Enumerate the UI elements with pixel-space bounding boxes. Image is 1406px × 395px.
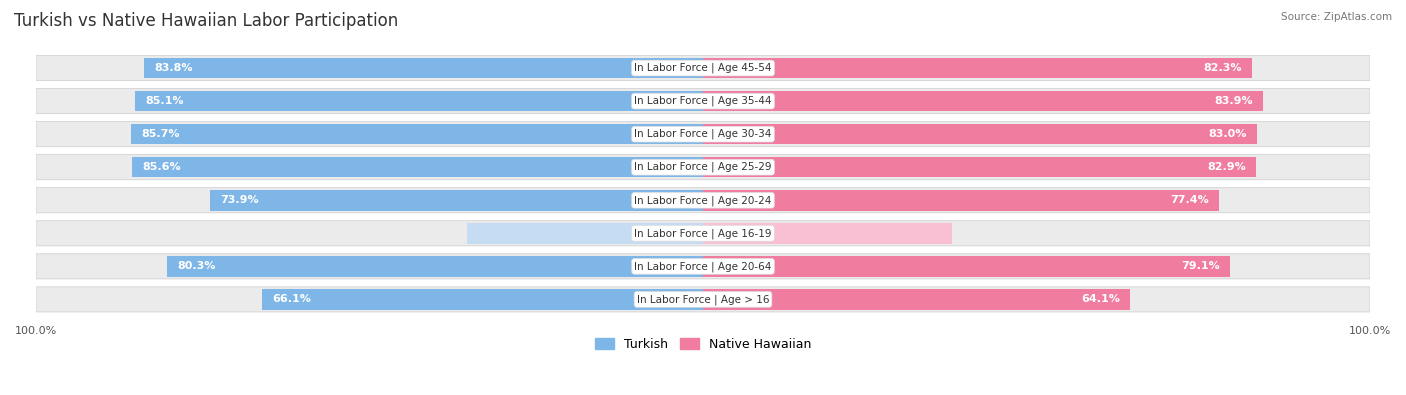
FancyBboxPatch shape [37, 254, 1369, 279]
Text: 83.8%: 83.8% [155, 63, 193, 73]
Text: In Labor Force | Age 20-24: In Labor Force | Age 20-24 [634, 195, 772, 205]
FancyBboxPatch shape [37, 88, 1369, 114]
Text: Turkish vs Native Hawaiian Labor Participation: Turkish vs Native Hawaiian Labor Partici… [14, 12, 398, 30]
Bar [209, 190, 703, 211]
Text: 73.9%: 73.9% [221, 195, 259, 205]
FancyBboxPatch shape [37, 287, 1369, 312]
Text: 85.6%: 85.6% [142, 162, 181, 172]
Text: 82.9%: 82.9% [1208, 162, 1246, 172]
Text: In Labor Force | Age 35-44: In Labor Force | Age 35-44 [634, 96, 772, 106]
Text: In Labor Force | Age 30-34: In Labor Force | Age 30-34 [634, 129, 772, 139]
Text: 64.1%: 64.1% [1081, 294, 1121, 305]
Text: 77.4%: 77.4% [1170, 195, 1209, 205]
Legend: Turkish, Native Hawaiian: Turkish, Native Hawaiian [589, 333, 817, 356]
Text: 82.3%: 82.3% [1204, 63, 1241, 73]
Bar [703, 58, 1251, 78]
Text: In Labor Force | Age 25-29: In Labor Force | Age 25-29 [634, 162, 772, 173]
Text: In Labor Force | Age 16-19: In Labor Force | Age 16-19 [634, 228, 772, 239]
Text: Source: ZipAtlas.com: Source: ZipAtlas.com [1281, 12, 1392, 22]
Text: In Labor Force | Age 20-64: In Labor Force | Age 20-64 [634, 261, 772, 272]
Bar [132, 157, 703, 177]
Bar [467, 223, 703, 244]
Bar [703, 157, 1256, 177]
Bar [262, 289, 703, 310]
Text: 35.4%: 35.4% [658, 228, 693, 238]
Bar [703, 289, 1130, 310]
Text: 66.1%: 66.1% [273, 294, 311, 305]
Bar [703, 91, 1263, 111]
FancyBboxPatch shape [37, 188, 1369, 213]
FancyBboxPatch shape [37, 155, 1369, 180]
Bar [145, 58, 703, 78]
FancyBboxPatch shape [37, 122, 1369, 147]
FancyBboxPatch shape [37, 221, 1369, 246]
Bar [132, 124, 703, 145]
Bar [135, 91, 703, 111]
Text: In Labor Force | Age > 16: In Labor Force | Age > 16 [637, 294, 769, 305]
Text: 37.4%: 37.4% [713, 228, 748, 238]
Text: 85.1%: 85.1% [145, 96, 184, 106]
Text: 83.9%: 83.9% [1213, 96, 1253, 106]
Bar [167, 256, 703, 276]
Text: 80.3%: 80.3% [177, 261, 217, 271]
Text: 85.7%: 85.7% [142, 129, 180, 139]
FancyBboxPatch shape [37, 56, 1369, 81]
Bar [703, 124, 1257, 145]
Bar [703, 190, 1219, 211]
Text: 83.0%: 83.0% [1208, 129, 1247, 139]
Text: In Labor Force | Age 45-54: In Labor Force | Age 45-54 [634, 63, 772, 73]
Bar [703, 256, 1230, 276]
Bar [703, 223, 952, 244]
Text: 79.1%: 79.1% [1182, 261, 1220, 271]
